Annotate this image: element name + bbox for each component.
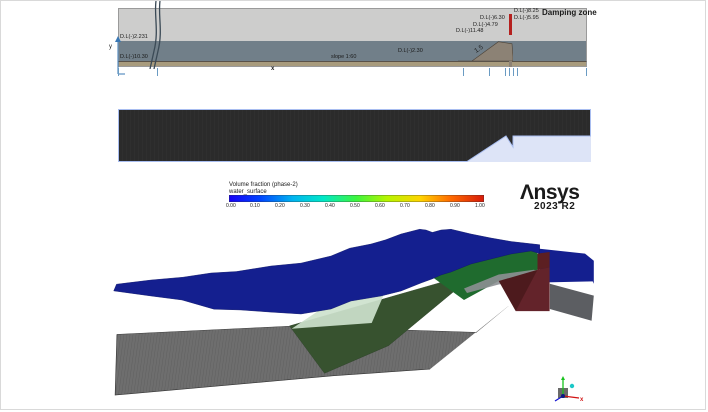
svg-text:x: x	[580, 397, 584, 403]
svg-text:y: y	[109, 44, 112, 50]
